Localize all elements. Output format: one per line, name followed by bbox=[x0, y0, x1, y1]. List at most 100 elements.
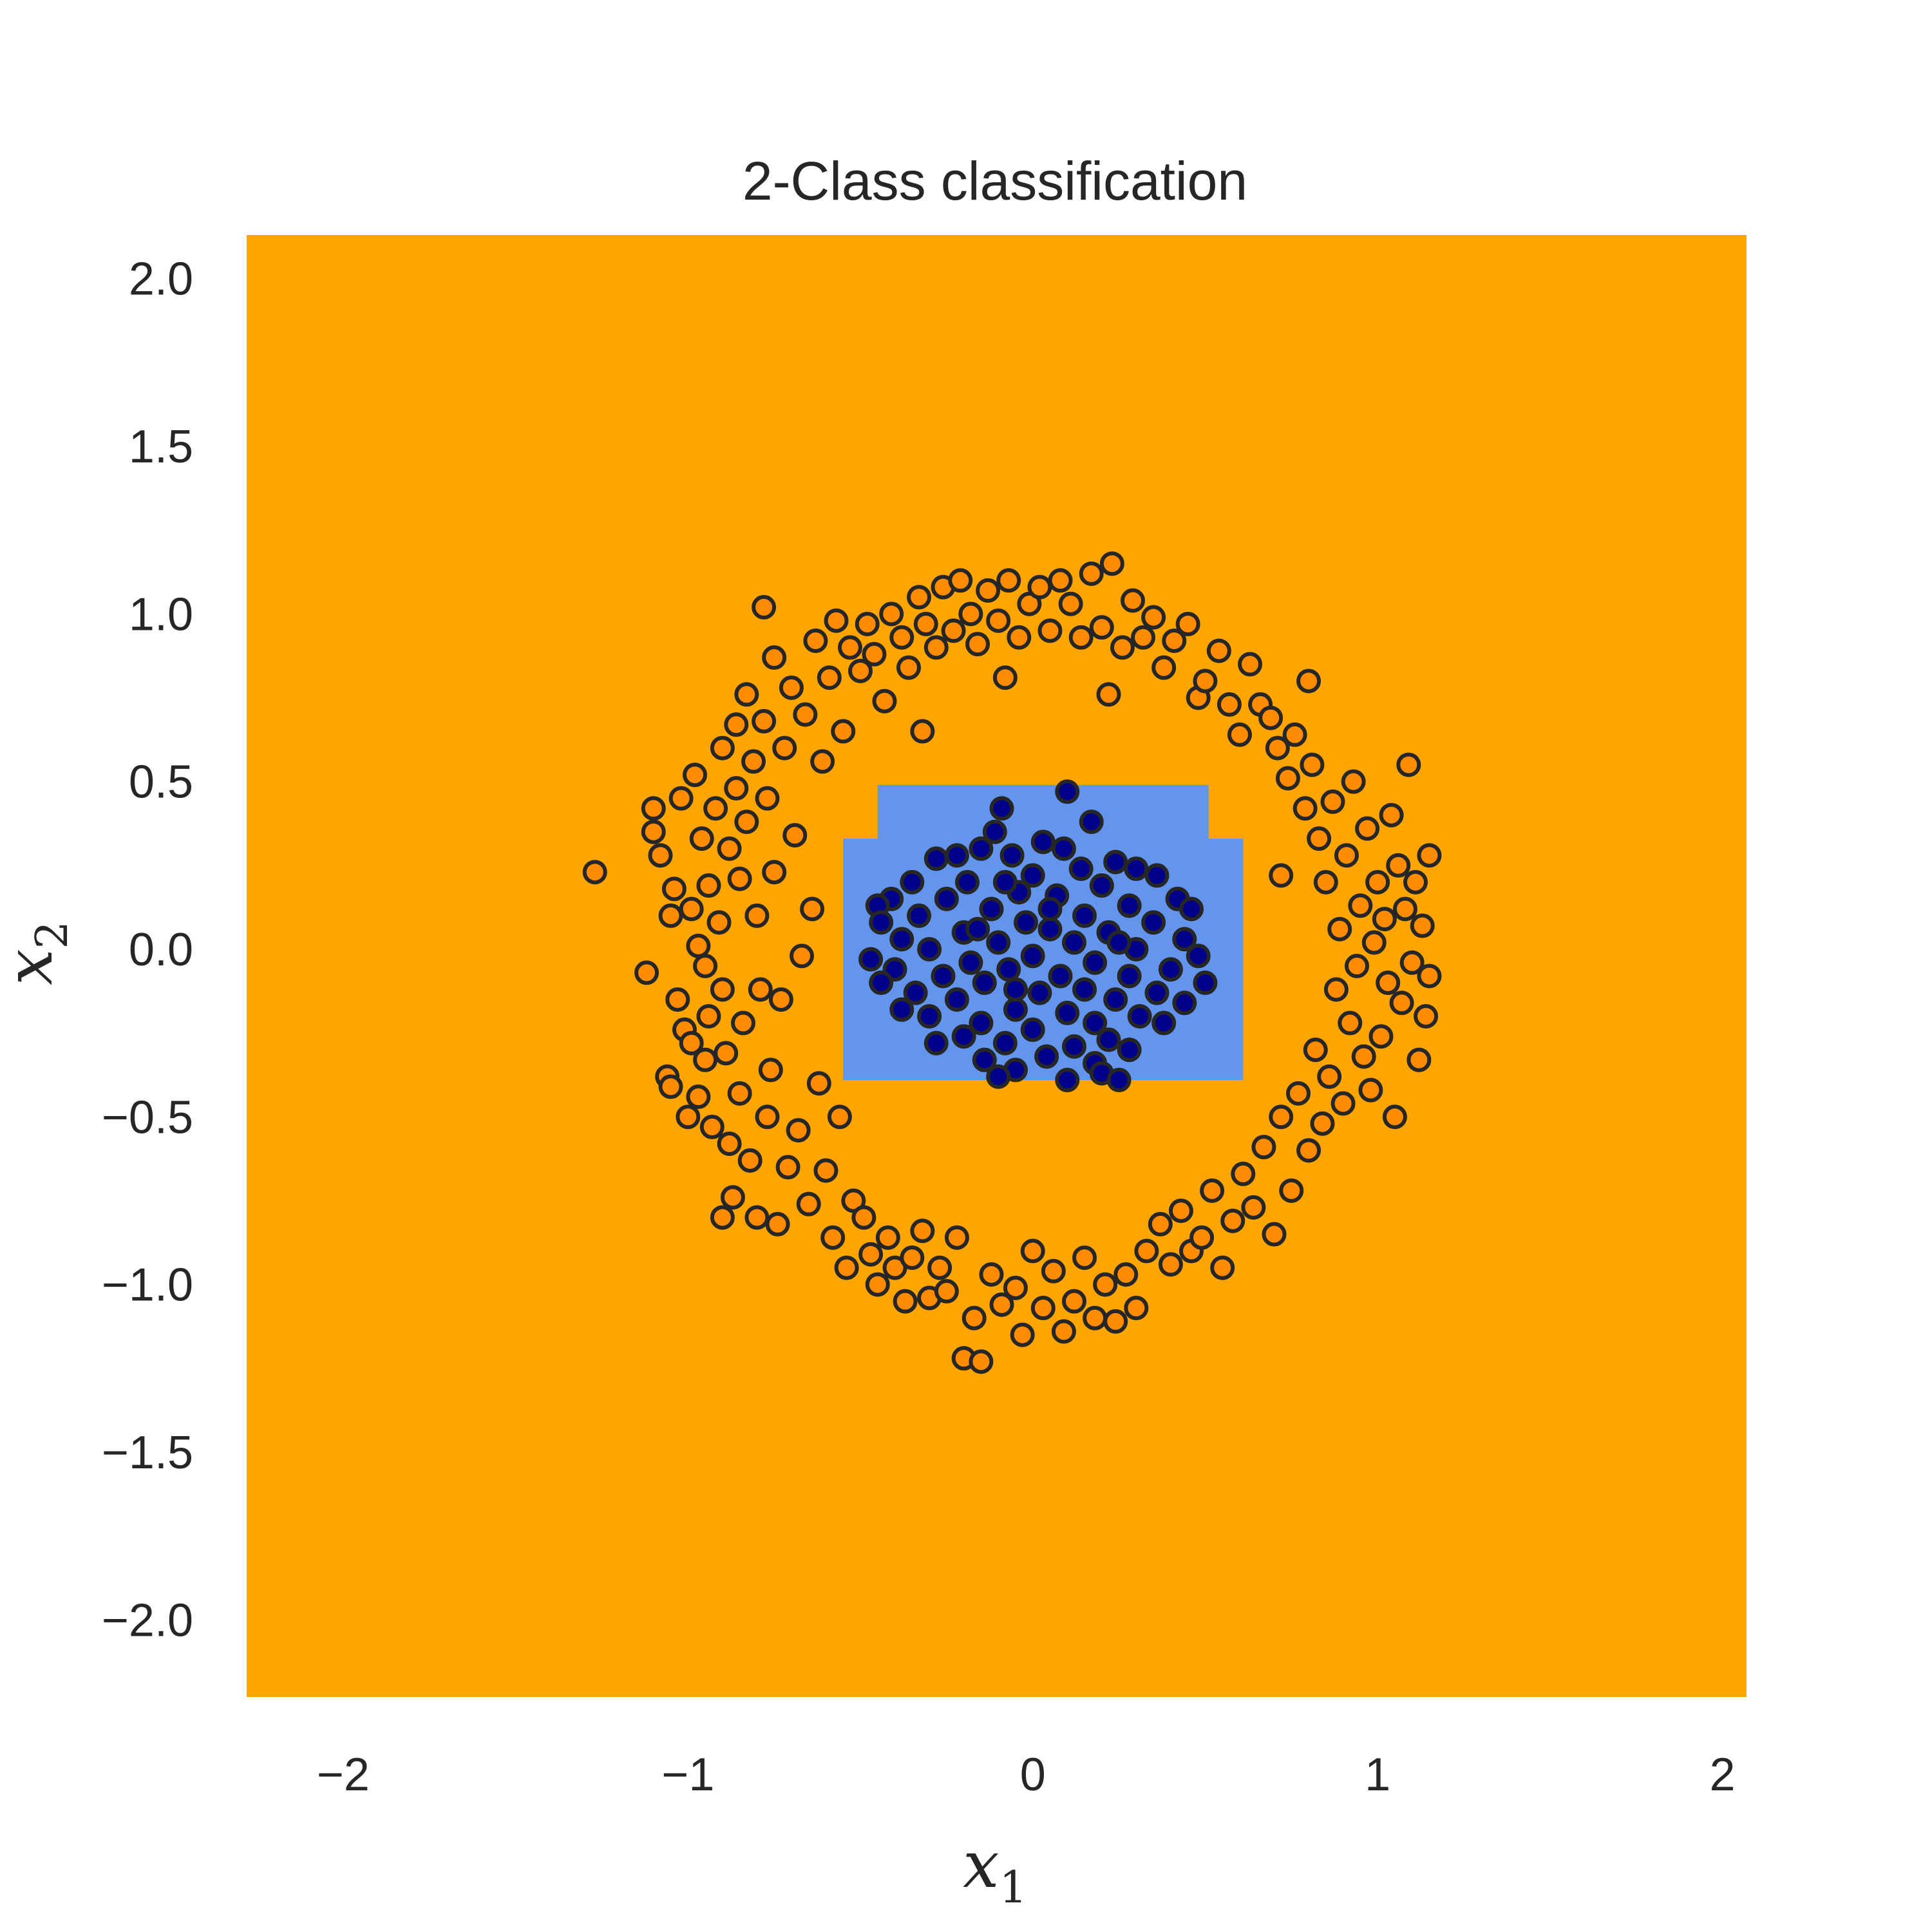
outer-point-126 bbox=[1083, 1305, 1108, 1331]
inner-point-74 bbox=[1061, 1034, 1086, 1059]
outer-point-49 bbox=[762, 860, 787, 885]
inner-point-89 bbox=[1003, 977, 1028, 1002]
outer-point-197 bbox=[1396, 752, 1421, 777]
inner-point-84 bbox=[1106, 1068, 1132, 1093]
outer-point-1 bbox=[634, 960, 659, 985]
inner-point-67 bbox=[1083, 1010, 1108, 1036]
outer-point-43 bbox=[744, 1205, 770, 1230]
outer-point-121 bbox=[1058, 591, 1083, 616]
outer-point-34 bbox=[724, 712, 749, 737]
outer-point-182 bbox=[1344, 954, 1369, 978]
outer-point-36 bbox=[727, 1081, 752, 1106]
inner-point-38 bbox=[1061, 930, 1086, 955]
x-axis-label: x1 bbox=[963, 1827, 1027, 1913]
outer-point-120 bbox=[1051, 1319, 1076, 1344]
inner-point-62 bbox=[889, 997, 914, 1022]
outer-point-87 bbox=[900, 1245, 925, 1270]
outer-point-22 bbox=[696, 1004, 721, 1029]
inner-point-30 bbox=[1014, 910, 1039, 935]
outer-point-89 bbox=[910, 1218, 935, 1244]
inner-point-58 bbox=[1027, 980, 1052, 1005]
inner-point-10 bbox=[1124, 857, 1149, 882]
outer-point-106 bbox=[986, 608, 1011, 633]
inner-point-37 bbox=[986, 930, 1011, 955]
outer-point-195 bbox=[1389, 990, 1414, 1016]
outer-point-15 bbox=[683, 762, 708, 788]
outer-point-62 bbox=[803, 628, 828, 653]
x-tick-label: −1 bbox=[661, 1749, 714, 1801]
outer-point-188 bbox=[1365, 869, 1390, 895]
outer-point-209 bbox=[910, 719, 935, 744]
inner-point-76 bbox=[1117, 1037, 1142, 1063]
inner-point-78 bbox=[972, 1047, 997, 1072]
outer-point-122 bbox=[1061, 1289, 1086, 1314]
outer-point-35 bbox=[727, 866, 752, 891]
inner-point-49 bbox=[1048, 963, 1073, 989]
outer-point-167 bbox=[1293, 796, 1318, 821]
outer-point-173 bbox=[1313, 869, 1338, 895]
outer-point-60 bbox=[796, 1191, 821, 1217]
outer-point-142 bbox=[1168, 1198, 1193, 1224]
x-axis-ticks: −2 −1 0 1 2 bbox=[317, 1749, 1736, 1801]
outer-point-14 bbox=[679, 1030, 704, 1056]
outer-point-191 bbox=[1376, 971, 1401, 996]
outer-point-42 bbox=[744, 903, 770, 928]
inner-point-0 bbox=[1055, 779, 1080, 804]
outer-point-54 bbox=[775, 1155, 800, 1180]
outer-point-187 bbox=[1361, 930, 1387, 955]
outer-point-200 bbox=[1406, 1047, 1432, 1072]
inner-point-29 bbox=[1141, 910, 1166, 935]
x-tick-label: 0 bbox=[1020, 1749, 1046, 1801]
y-tick-label: −2.0 bbox=[102, 1595, 193, 1646]
inner-point-88 bbox=[1106, 930, 1132, 955]
outer-point-57 bbox=[786, 1118, 811, 1143]
inner-point-8 bbox=[1051, 836, 1076, 861]
inner-point-57 bbox=[903, 980, 928, 1005]
outer-point-4 bbox=[648, 843, 673, 868]
outer-point-205 bbox=[1269, 863, 1294, 888]
outer-point-67 bbox=[820, 1225, 846, 1250]
outer-point-204 bbox=[1417, 963, 1442, 989]
y-tick-label: 1.0 bbox=[129, 589, 193, 640]
outer-point-166 bbox=[1285, 1081, 1311, 1106]
outer-point-137 bbox=[1141, 605, 1166, 630]
inner-point-3 bbox=[982, 819, 1007, 844]
outer-point-77 bbox=[858, 1242, 884, 1267]
outer-point-135 bbox=[1131, 625, 1156, 650]
outer-point-65 bbox=[813, 1158, 838, 1183]
outer-point-153 bbox=[1227, 722, 1252, 747]
outer-point-52 bbox=[768, 987, 793, 1012]
outer-point-148 bbox=[1200, 1178, 1225, 1203]
inner-point-15 bbox=[1020, 863, 1045, 888]
x-tick-label: −2 bbox=[317, 1749, 370, 1801]
outer-point-127 bbox=[1089, 615, 1114, 640]
inner-point-77 bbox=[1034, 1044, 1059, 1069]
inner-point-14 bbox=[1144, 863, 1170, 888]
outer-point-101 bbox=[961, 1305, 987, 1331]
inner-point-23 bbox=[1117, 893, 1142, 918]
outer-point-32 bbox=[720, 1185, 745, 1210]
outer-point-105 bbox=[979, 1262, 1004, 1287]
x-axis-label-base: x bbox=[963, 1827, 999, 1902]
outer-point-63 bbox=[806, 1071, 831, 1096]
outer-point-59 bbox=[793, 702, 818, 727]
outer-point-37 bbox=[730, 1010, 755, 1036]
outer-point-186 bbox=[1358, 1077, 1383, 1103]
outer-point-117 bbox=[1037, 618, 1063, 643]
outer-point-190 bbox=[1372, 907, 1397, 932]
inner-class-points bbox=[858, 779, 1218, 1093]
inner-point-68 bbox=[969, 1010, 994, 1036]
outer-point-9 bbox=[665, 987, 690, 1012]
x-axis-label-sub: 1 bbox=[999, 1862, 1027, 1913]
outer-point-174 bbox=[1317, 1064, 1342, 1089]
inner-point-11 bbox=[999, 843, 1025, 868]
outer-point-6 bbox=[658, 903, 683, 928]
outer-point-12 bbox=[676, 1104, 701, 1130]
outer-point-151 bbox=[1217, 692, 1242, 717]
inner-point-44 bbox=[958, 950, 983, 975]
outer-point-141 bbox=[1162, 628, 1187, 653]
outer-point-92 bbox=[923, 635, 949, 660]
outer-point-31 bbox=[717, 1131, 742, 1156]
outer-point-165 bbox=[1282, 722, 1307, 747]
y-axis-label-sub: 2 bbox=[27, 921, 78, 949]
